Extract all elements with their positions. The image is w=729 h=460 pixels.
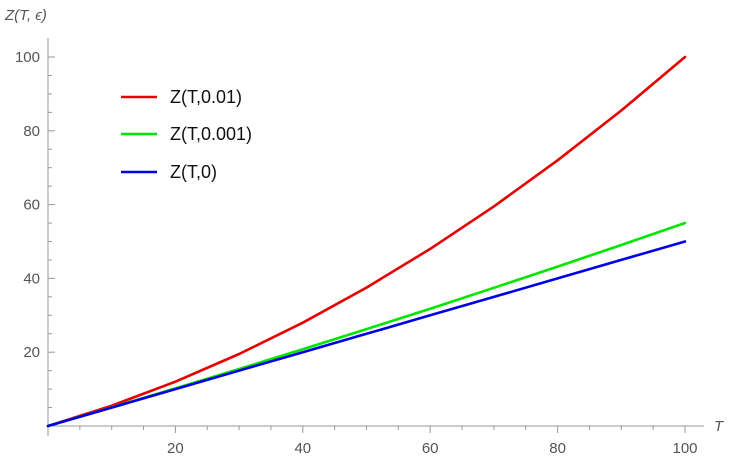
y-tick-label: 40 — [23, 270, 40, 287]
legend-label: Z(T,0.01) — [170, 87, 242, 107]
y-axis-title: Z(T, ϵ) — [4, 7, 47, 24]
y-ticks: 20 40 60 80 100 — [15, 49, 55, 409]
x-tick-label: 60 — [422, 440, 439, 457]
series-line — [46, 240, 687, 428]
legend: Z(T,0.01) Z(T,0.001) Z(T,0) — [121, 87, 252, 182]
legend-label: Z(T,0.001) — [170, 124, 252, 144]
x-ticks: 20 40 60 80 100 — [79, 426, 698, 457]
series-line — [46, 221, 687, 428]
series-line — [46, 55, 687, 428]
x-tick-label: 80 — [549, 440, 566, 457]
x-tick-label: 100 — [672, 440, 697, 457]
x-tick-label: 20 — [167, 440, 184, 457]
y-tick-label: 20 — [23, 344, 40, 361]
x-tick-label: 40 — [294, 440, 311, 457]
y-tick-label: 80 — [23, 123, 40, 140]
x-axis-title: T — [714, 418, 725, 435]
y-tick-label: 60 — [23, 197, 40, 214]
series-layer — [46, 55, 687, 428]
legend-label: Z(T,0) — [170, 162, 217, 182]
y-tick-label: 100 — [15, 49, 40, 66]
axes: 20 40 60 80 100 20 40 60 80 100 T Z(T, ϵ) — [4, 7, 725, 457]
